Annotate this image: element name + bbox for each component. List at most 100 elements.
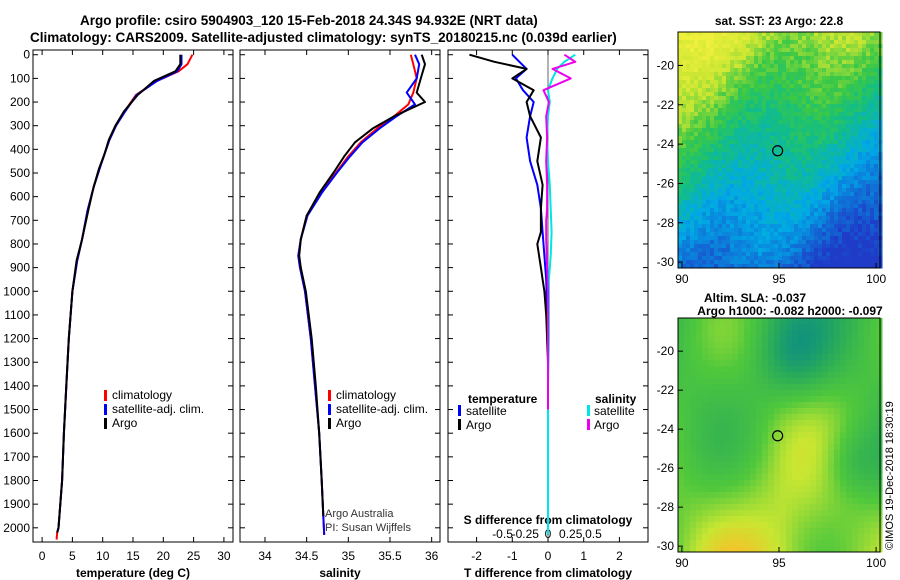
map-cell (754, 156, 759, 161)
map-cell (838, 264, 843, 269)
map-cell (842, 160, 847, 165)
map-cell (840, 390, 847, 397)
map-cell (826, 184, 831, 189)
map-cell (830, 160, 835, 165)
map-cell (822, 160, 827, 165)
map-cell (798, 72, 803, 77)
map-cell (708, 342, 715, 349)
x-tick-label: -2 (471, 549, 482, 563)
map-cell (826, 144, 831, 149)
map-cell (822, 354, 829, 361)
map-cell (786, 456, 793, 463)
map-cell (710, 60, 715, 65)
map-cell (702, 72, 707, 77)
map-cell (826, 264, 831, 269)
map-cell (714, 480, 721, 487)
map-cell (678, 184, 683, 189)
map-cell (818, 76, 823, 81)
map-cell (858, 128, 863, 133)
map-cell (714, 456, 721, 463)
map-cell (730, 224, 735, 229)
map-cell (814, 212, 819, 217)
map-cell (838, 144, 843, 149)
map-cell (846, 68, 851, 73)
map-cell (714, 60, 719, 65)
map-cell (714, 84, 719, 89)
map-cell (818, 80, 823, 85)
map-cell (798, 44, 803, 49)
map-cell (754, 100, 759, 105)
map-cell (876, 534, 883, 541)
map-cell (782, 108, 787, 113)
map-cell (734, 32, 739, 37)
map-cell (726, 84, 731, 89)
map-cell (714, 108, 719, 113)
map-cell (774, 204, 779, 209)
map-cell (854, 172, 859, 177)
map-cell (798, 32, 803, 37)
map-cell (852, 522, 859, 529)
map-cell (762, 456, 769, 463)
map-cell (852, 456, 859, 463)
map-cell (814, 224, 819, 229)
map-cell (798, 192, 803, 197)
map-cell (826, 164, 831, 169)
map-cell (826, 228, 831, 233)
map-cell (746, 148, 751, 153)
map-cell (678, 108, 683, 113)
map-cell (778, 192, 783, 197)
map-cell (774, 104, 779, 109)
map-cell (826, 108, 831, 113)
map-cell (786, 168, 791, 173)
map-cell (698, 96, 703, 101)
map-cell (678, 168, 683, 173)
map-cell (762, 450, 769, 457)
map-cell (702, 366, 709, 373)
map-cell (870, 72, 875, 77)
map-cell (734, 216, 739, 221)
map-cell (876, 474, 883, 481)
map-cell (722, 48, 727, 53)
map-cell (738, 342, 745, 349)
map-cell (846, 244, 851, 249)
map-cell (818, 132, 823, 137)
map-cell (746, 180, 751, 185)
map-cell (734, 168, 739, 173)
map-cell (780, 342, 787, 349)
map-cell (744, 420, 751, 427)
map-cell (834, 204, 839, 209)
map-cell (756, 324, 763, 331)
map-cell (762, 498, 769, 505)
map-cell (734, 92, 739, 97)
map-cell (790, 72, 795, 77)
map-cell (858, 60, 863, 65)
map-cell (822, 192, 827, 197)
map-cell (730, 208, 735, 213)
map-cell (778, 212, 783, 217)
map-cell (834, 72, 839, 77)
map-cell (714, 228, 719, 233)
map-cell (804, 378, 811, 385)
map-cell (762, 208, 767, 213)
map-cell (854, 216, 859, 221)
map-cell (822, 32, 827, 37)
map-cell (862, 48, 867, 53)
map-cell (858, 438, 865, 445)
map-cell (814, 52, 819, 57)
map-cell (690, 318, 697, 325)
map-cell (858, 160, 863, 165)
map-cell (774, 504, 781, 511)
map-cell (702, 140, 707, 145)
depth-tick-label: 500 (10, 166, 30, 180)
map-cell (766, 128, 771, 133)
map-cell (702, 528, 709, 535)
map-cell (770, 240, 775, 245)
map-cell (874, 212, 879, 217)
map-cell (726, 52, 731, 57)
map-cell (850, 52, 855, 57)
map-cell (722, 112, 727, 117)
map-cell (718, 180, 723, 185)
map-cell (698, 64, 703, 69)
map-cell (774, 260, 779, 265)
map-cell (678, 48, 683, 53)
